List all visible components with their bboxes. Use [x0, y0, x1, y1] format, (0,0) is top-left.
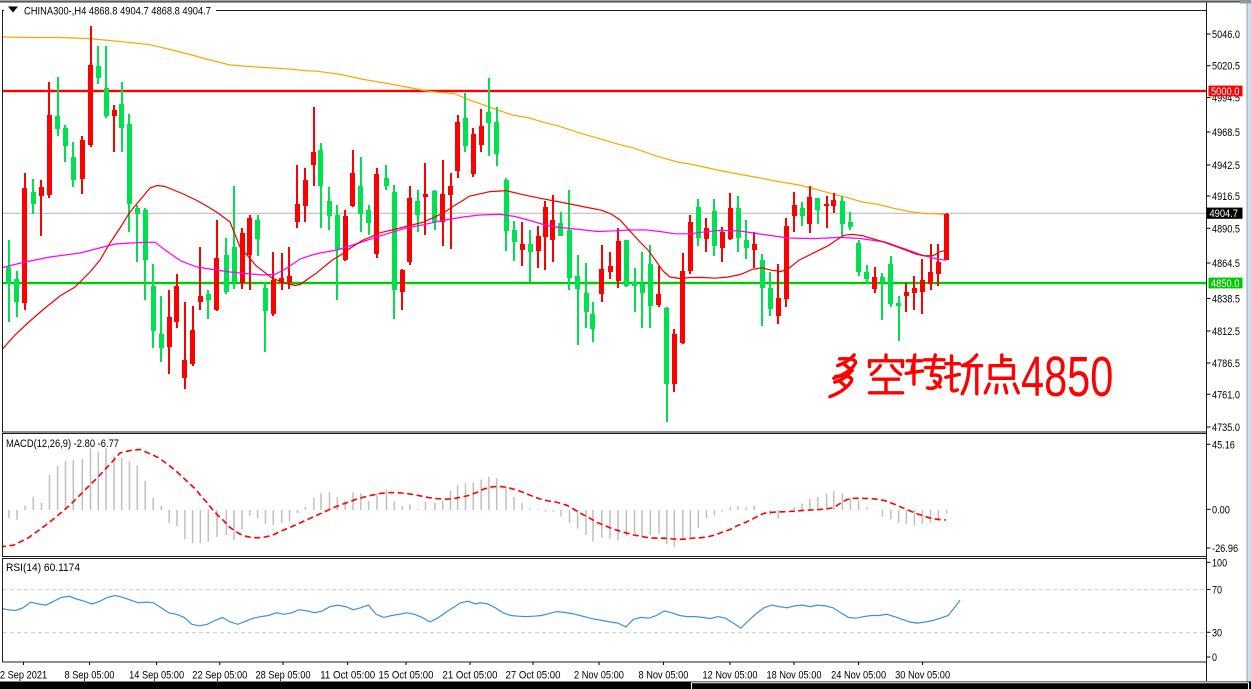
svg-text:24 Nov 05:00: 24 Nov 05:00 [831, 670, 886, 682]
svg-text:22 Sep 05:00: 22 Sep 05:00 [192, 670, 247, 682]
svg-text:RSI(14) 60.1174: RSI(14) 60.1174 [6, 562, 80, 574]
svg-text:CHINA300-,H4 4868.8 4904.7 48: CHINA300-,H4 4868.8 4904.7 4868.8 4904.7 [24, 6, 211, 18]
svg-text:4968.5: 4968.5 [1212, 127, 1240, 139]
svg-text:15 Oct 05:00: 15 Oct 05:00 [379, 670, 434, 682]
svg-text:30 Nov 05:00: 30 Nov 05:00 [895, 670, 950, 682]
svg-text:5020.5: 5020.5 [1212, 61, 1240, 73]
svg-text:4761.0: 4761.0 [1212, 389, 1240, 401]
svg-text:21 Oct 05:00: 21 Oct 05:00 [443, 670, 498, 682]
svg-text:45.16: 45.16 [1212, 439, 1235, 451]
svg-text:70: 70 [1212, 584, 1222, 596]
svg-text:4890.5: 4890.5 [1212, 223, 1240, 235]
svg-text:11 Oct 05:00: 11 Oct 05:00 [320, 670, 375, 682]
svg-text:5000.0: 5000.0 [1211, 86, 1240, 98]
svg-text:18 Nov 05:00: 18 Nov 05:00 [767, 670, 822, 682]
svg-text:27 Oct 05:00: 27 Oct 05:00 [506, 670, 561, 682]
svg-text:0.00: 0.00 [1212, 504, 1230, 516]
svg-text:4812.5: 4812.5 [1212, 326, 1240, 338]
svg-text:4786.5: 4786.5 [1212, 358, 1240, 370]
svg-text:12 Nov 05:00: 12 Nov 05:00 [703, 670, 758, 682]
svg-text:MACD(12,26,9) -2.80 -6.77: MACD(12,26,9) -2.80 -6.77 [6, 438, 119, 450]
svg-text:8 Nov 05:00: 8 Nov 05:00 [639, 670, 689, 682]
svg-text:14 Sep 05:00: 14 Sep 05:00 [129, 670, 184, 682]
svg-text:-26.96: -26.96 [1212, 543, 1238, 555]
svg-text:4864.5: 4864.5 [1212, 258, 1240, 270]
svg-text:0: 0 [1212, 652, 1217, 664]
svg-text:30: 30 [1212, 627, 1222, 639]
svg-text:4904.7: 4904.7 [1210, 208, 1239, 220]
svg-text:4735.0: 4735.0 [1212, 422, 1240, 434]
svg-text:4916.5: 4916.5 [1212, 191, 1240, 203]
svg-text:4850: 4850 [1021, 346, 1113, 409]
svg-text:28 Sep 05:00: 28 Sep 05:00 [256, 670, 311, 682]
svg-text:8 Sep 05:00: 8 Sep 05:00 [65, 670, 115, 682]
svg-text:2 Sep 2021: 2 Sep 2021 [0, 670, 47, 682]
svg-text:4942.5: 4942.5 [1212, 160, 1240, 172]
svg-text:4838.5: 4838.5 [1212, 294, 1240, 306]
svg-text:2 Nov 05:00: 2 Nov 05:00 [574, 670, 624, 682]
svg-text:4850.0: 4850.0 [1211, 278, 1240, 290]
svg-text:100: 100 [1212, 557, 1227, 569]
svg-text:5046.0: 5046.0 [1212, 29, 1240, 41]
